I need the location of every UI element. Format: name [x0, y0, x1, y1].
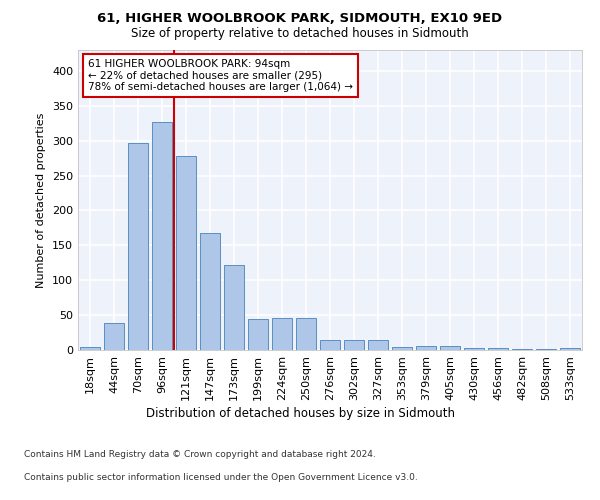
Text: Contains HM Land Registry data © Crown copyright and database right 2024.: Contains HM Land Registry data © Crown c…: [24, 450, 376, 459]
Bar: [488, 348, 508, 350]
Bar: [464, 348, 484, 350]
Bar: [224, 265, 244, 350]
Text: Size of property relative to detached houses in Sidmouth: Size of property relative to detached ho…: [131, 28, 469, 40]
Bar: [344, 340, 364, 350]
Bar: [104, 324, 124, 350]
Text: 61, HIGHER WOOLBROOK PARK, SIDMOUTH, EX10 9ED: 61, HIGHER WOOLBROOK PARK, SIDMOUTH, EX1…: [97, 12, 503, 26]
Bar: [416, 346, 436, 350]
Bar: [200, 234, 220, 350]
Text: Contains public sector information licensed under the Open Government Licence v3: Contains public sector information licen…: [24, 472, 418, 482]
Bar: [248, 320, 268, 350]
Text: 61 HIGHER WOOLBROOK PARK: 94sqm
← 22% of detached houses are smaller (295)
78% o: 61 HIGHER WOOLBROOK PARK: 94sqm ← 22% of…: [88, 59, 353, 92]
Bar: [320, 340, 340, 350]
Bar: [176, 156, 196, 350]
Bar: [128, 143, 148, 350]
Bar: [440, 346, 460, 350]
Bar: [368, 340, 388, 350]
Bar: [296, 318, 316, 350]
Bar: [152, 122, 172, 350]
Bar: [560, 348, 580, 350]
Bar: [392, 346, 412, 350]
Y-axis label: Number of detached properties: Number of detached properties: [37, 112, 46, 288]
Text: Distribution of detached houses by size in Sidmouth: Distribution of detached houses by size …: [146, 408, 455, 420]
Bar: [272, 318, 292, 350]
Bar: [80, 347, 100, 350]
